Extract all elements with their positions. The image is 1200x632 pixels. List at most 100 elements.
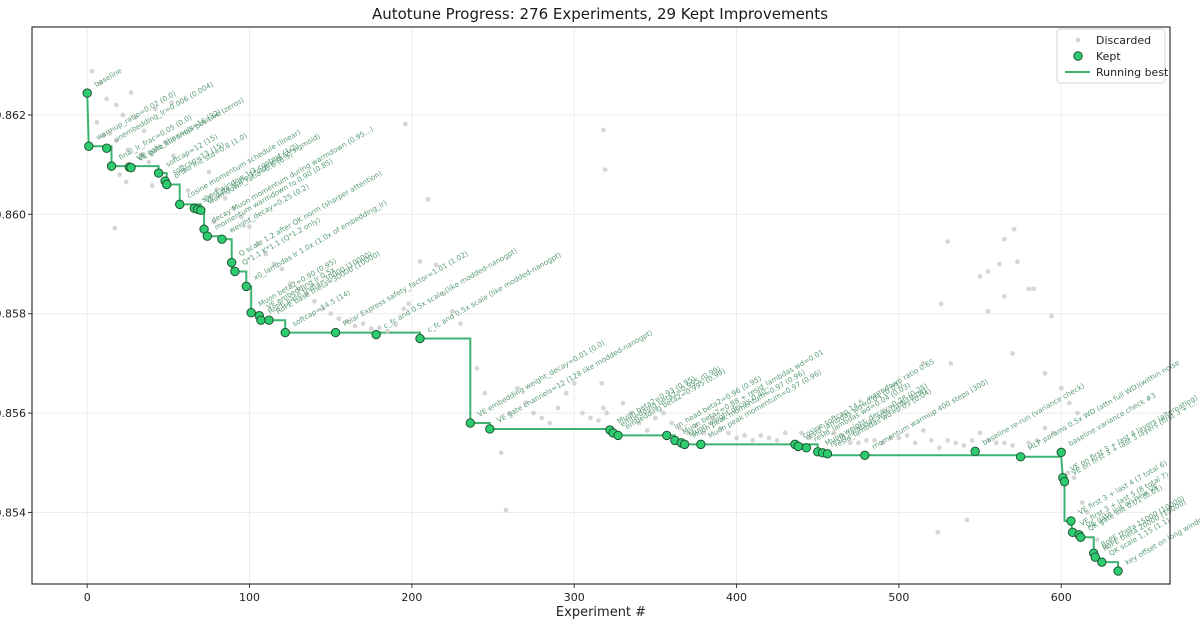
discarded-point (352, 323, 358, 329)
chart-title: Autotune Progress: 276 Experiments, 29 K… (372, 5, 828, 23)
discarded-point (920, 360, 926, 366)
discarded-point (604, 410, 610, 416)
discarded-point (945, 239, 950, 245)
discarded-point (120, 112, 126, 118)
discarded-point (402, 121, 408, 127)
y-axis-ticks: 0.854 0.856 0.858 0.860 0.862 (0, 109, 32, 519)
discarded-point (514, 385, 520, 391)
discarded-point (726, 430, 731, 436)
discarded-point (904, 433, 910, 438)
discarded-point (474, 365, 480, 371)
kept-point (801, 443, 812, 453)
kept-point (126, 162, 136, 173)
kept-point (793, 441, 803, 452)
kept-point (246, 308, 256, 318)
discarded-point (977, 430, 983, 436)
discarded-point (1084, 510, 1090, 515)
discarded-point (239, 214, 244, 220)
x-tick-label: 500 (888, 591, 909, 604)
kept-point (1113, 566, 1123, 576)
discarded-point (1071, 475, 1077, 481)
discarded-point (247, 224, 252, 230)
discarded-point (644, 428, 650, 433)
kept-point (860, 450, 870, 461)
kept-point (196, 205, 206, 216)
discarded-point (406, 301, 412, 307)
y-tick-label: 0.854 (0, 506, 26, 519)
discarded-point (935, 529, 941, 535)
discarded-point (864, 438, 869, 443)
discarded-point (677, 425, 683, 431)
discarded-point (182, 168, 187, 173)
discarded-point (636, 420, 642, 426)
kept-point (241, 281, 251, 292)
discarded-point (263, 251, 269, 257)
x-tick-label: 0 (84, 591, 91, 604)
x-tick-label: 100 (239, 591, 260, 604)
discarded-point (539, 415, 545, 421)
kept-point (1090, 552, 1101, 562)
x-tick-label: 300 (564, 591, 585, 604)
legend-kept-label: Kept (1096, 50, 1121, 63)
discarded-point (734, 435, 739, 441)
discarded-point (149, 183, 155, 188)
kept-point (280, 327, 290, 338)
discarded-point (123, 179, 129, 185)
discarded-point (774, 438, 780, 443)
kept-point (101, 143, 112, 153)
discarded-point (961, 442, 967, 448)
kept-point (175, 199, 185, 210)
discarded-point (1065, 470, 1071, 476)
x-tick-label: 400 (726, 591, 747, 604)
kept-point (162, 179, 172, 190)
discarded-point (417, 259, 423, 264)
discarded-point (385, 328, 390, 334)
discarded-point (807, 435, 813, 441)
discarded-point (141, 128, 147, 134)
discarded-point (948, 360, 954, 366)
discarded-point (89, 68, 95, 74)
discarded-point (295, 286, 301, 292)
discarded-point (953, 440, 959, 446)
y-tick-label: 0.858 (0, 308, 26, 321)
kept-point (84, 141, 94, 151)
discarded-point (928, 438, 934, 443)
discarded-point (596, 418, 601, 423)
discarded-point (997, 261, 1002, 267)
discarded-point (1010, 351, 1015, 356)
discarded-point (1050, 430, 1056, 436)
discarded-point (206, 169, 212, 175)
legend-discarded-label: Discarded (1096, 34, 1151, 47)
discarded-point (170, 153, 176, 159)
discarded-point (620, 400, 626, 406)
x-tick-label: 600 (1051, 591, 1072, 604)
discarded-point (506, 410, 512, 416)
discarded-point (750, 438, 756, 443)
discarded-marker-icon (1075, 37, 1081, 43)
discarded-point (328, 311, 334, 317)
discarded-points (89, 68, 1110, 550)
discarded-point (169, 100, 175, 105)
discarded-point (847, 440, 853, 446)
discarded-point (523, 400, 528, 406)
kept-point (153, 168, 164, 178)
kept-point (1059, 476, 1070, 487)
discarded-point (985, 269, 991, 274)
discarded-point (117, 172, 123, 177)
discarded-point (97, 80, 103, 86)
discarded-point (1011, 226, 1017, 232)
discarded-point (839, 433, 845, 438)
discarded-point (482, 390, 488, 396)
kept-point (415, 333, 425, 344)
discarded-point (920, 428, 926, 433)
discarded-point (133, 115, 139, 120)
discarded-point (685, 430, 691, 436)
discarded-point (599, 380, 605, 386)
discarded-point (401, 306, 407, 312)
running-best-path (86, 93, 1120, 572)
discarded-point (287, 281, 293, 287)
discarded-point (279, 266, 285, 272)
discarded-point (555, 405, 561, 411)
kept-point (1015, 452, 1026, 462)
discarded-point (896, 435, 902, 441)
